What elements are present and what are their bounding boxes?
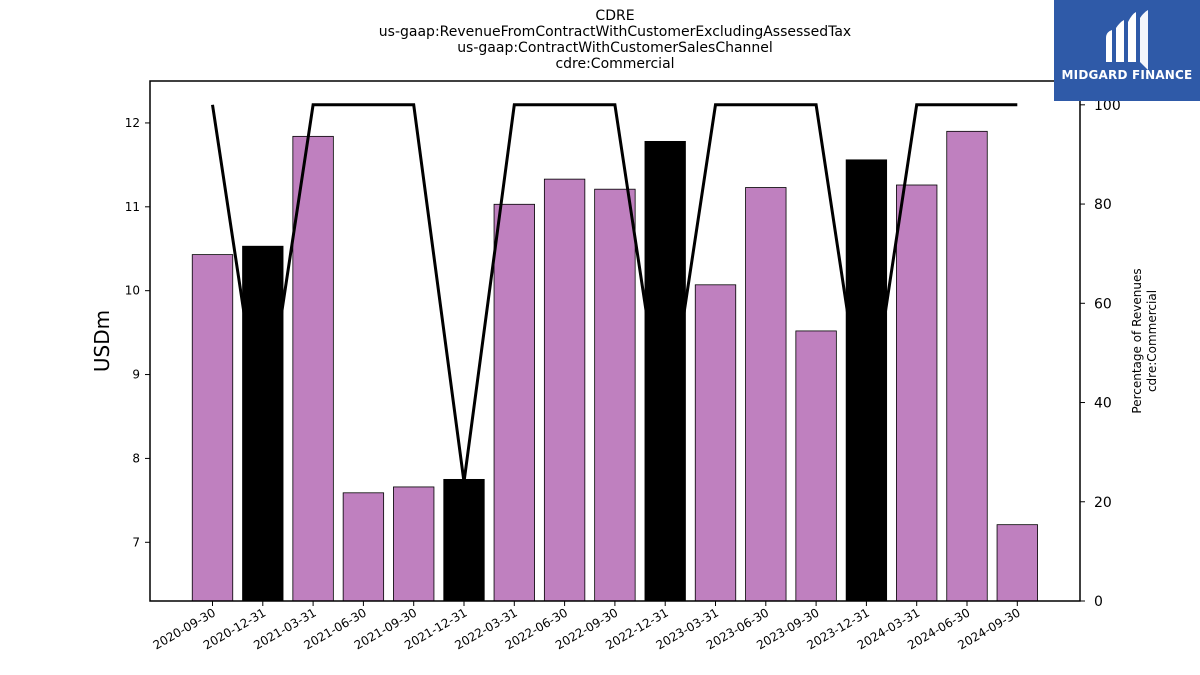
- bar: [191, 254, 234, 602]
- y-tick-label: 9: [132, 368, 140, 382]
- y2-tick-label: 80: [1094, 197, 1112, 213]
- logo-text: MIDGARD FINANCE: [1061, 68, 1193, 82]
- bar: [443, 478, 485, 602]
- y-tick-label: 10: [125, 284, 140, 298]
- y2-axis-label: Percentage of Revenues cdre:Commercial: [1130, 268, 1159, 413]
- bar: [594, 188, 636, 602]
- y-tick-label: 7: [132, 535, 140, 549]
- percentage-line-group: [211, 103, 1018, 483]
- y-tick-label: 11: [125, 200, 140, 214]
- bar: [745, 187, 787, 602]
- bar: [393, 486, 435, 602]
- bar: [795, 330, 837, 602]
- chart-title-line: us-gaap:RevenueFromContractWithCustomerE…: [379, 24, 851, 40]
- bar: [493, 203, 535, 602]
- percentage-line: [211, 103, 1018, 483]
- logo: MIDGARD FINANCE: [1054, 0, 1200, 101]
- bars-group: [191, 130, 1038, 602]
- chart-title-line: CDRE: [595, 8, 634, 24]
- chart-title: CDREus-gaap:RevenueFromContractWithCusto…: [379, 8, 851, 72]
- y-axis-left: 7 8 9 10 11 12: [125, 116, 150, 549]
- y-tick-label: 12: [125, 116, 140, 130]
- bar: [242, 245, 284, 602]
- bar: [946, 130, 988, 602]
- y2-tick-label: 40: [1094, 396, 1112, 412]
- y2-tick-label: 0: [1094, 594, 1103, 610]
- y-axis-label: USDm: [90, 310, 114, 372]
- logo-icon: [1106, 10, 1148, 70]
- y-tick-label: 8: [132, 451, 140, 465]
- bar: [342, 492, 385, 602]
- y2-axis-label-line: Percentage of Revenues: [1130, 268, 1144, 413]
- y2-axis-label-line: cdre:Commercial: [1145, 290, 1159, 392]
- bar: [845, 159, 888, 602]
- bar: [644, 140, 686, 602]
- y-axis-right: 0 20 40 60 80 100: [1080, 98, 1121, 610]
- y2-tick-label: 60: [1094, 296, 1112, 312]
- chart-title-line: us-gaap:ContractWithCustomerSalesChannel: [457, 40, 773, 56]
- bar: [543, 178, 586, 602]
- bar: [996, 524, 1038, 602]
- chart-title-line: cdre:Commercial: [555, 56, 674, 72]
- bar: [292, 135, 334, 602]
- x-axis: 2020-09-302020-12-312021-03-312021-06-30…: [151, 601, 1023, 652]
- bar: [896, 184, 938, 602]
- y2-tick-label: 20: [1094, 495, 1112, 511]
- bar: [694, 284, 737, 602]
- y2-tick-label: 100: [1094, 98, 1121, 114]
